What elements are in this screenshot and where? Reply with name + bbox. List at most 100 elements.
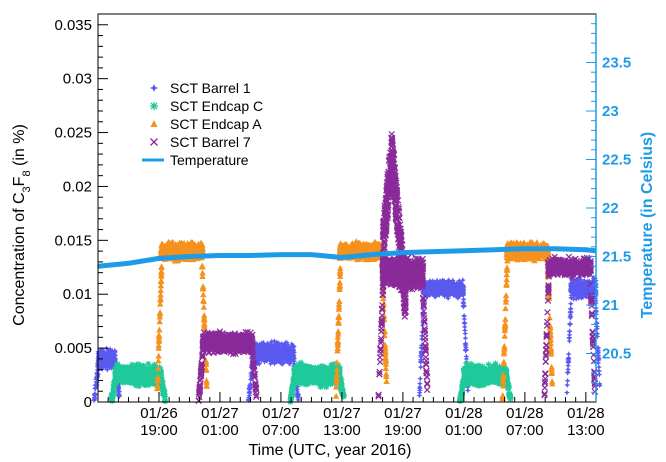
data-point <box>274 347 281 354</box>
data-point <box>567 305 574 312</box>
data-point <box>261 350 268 357</box>
data-point <box>102 360 109 367</box>
data-point <box>134 382 141 389</box>
data-point <box>596 382 603 389</box>
data-point <box>265 353 272 360</box>
data-point <box>456 287 463 294</box>
data-point <box>566 331 573 338</box>
data-point <box>456 281 463 288</box>
data-point <box>446 278 453 285</box>
data-point <box>416 389 423 396</box>
data-point <box>247 376 254 383</box>
data-point <box>104 366 111 373</box>
data-point <box>456 277 463 284</box>
data-point <box>435 287 442 294</box>
data-point <box>595 354 602 361</box>
data-point <box>302 365 309 372</box>
data-point <box>272 341 279 348</box>
data-point <box>93 378 100 385</box>
data-point <box>283 353 290 360</box>
data-point <box>326 379 333 386</box>
data-point <box>269 345 276 352</box>
data-point <box>257 343 264 350</box>
data-point <box>252 352 259 359</box>
data-point <box>270 343 277 350</box>
data-point <box>418 352 425 359</box>
data-point <box>109 392 116 399</box>
data-point <box>120 371 127 378</box>
data-point <box>434 285 441 292</box>
data-point <box>595 359 602 366</box>
data-point <box>506 392 513 399</box>
data-point <box>419 328 426 335</box>
data-point <box>268 351 275 358</box>
data-point <box>286 344 293 351</box>
data-point <box>106 359 113 366</box>
data-point <box>116 392 123 399</box>
data-point <box>444 293 451 300</box>
data-point <box>579 286 586 293</box>
data-point <box>581 277 588 284</box>
data-point <box>449 284 456 291</box>
data-point <box>274 342 281 349</box>
data-point <box>580 280 587 287</box>
data-point <box>254 360 261 367</box>
data-point <box>492 376 499 383</box>
data-point <box>245 397 252 404</box>
data-point <box>288 353 295 360</box>
data-point <box>573 291 580 298</box>
data-point <box>269 353 276 360</box>
data-point <box>457 284 464 291</box>
data-point <box>290 349 297 356</box>
data-point <box>93 382 100 389</box>
data-point <box>476 382 483 389</box>
data-point <box>445 277 452 284</box>
data-point <box>582 279 589 286</box>
data-point <box>451 280 458 287</box>
data-point <box>110 350 117 357</box>
data-point <box>98 361 105 368</box>
data-point <box>337 382 344 389</box>
data-point <box>431 278 438 285</box>
data-point <box>455 290 462 297</box>
data-point <box>102 358 109 365</box>
data-point <box>580 287 587 294</box>
data-point <box>448 281 455 288</box>
data-point <box>289 385 296 392</box>
data-point <box>439 290 446 297</box>
data-point <box>592 288 599 295</box>
data-point <box>575 294 582 301</box>
data-point <box>263 356 270 363</box>
data-point <box>447 291 454 298</box>
data-point <box>568 285 575 292</box>
data-point <box>94 374 101 381</box>
data-point <box>101 352 108 359</box>
data-point <box>416 380 423 387</box>
data-point <box>261 344 268 351</box>
data-point <box>273 344 280 351</box>
data-point <box>96 353 103 360</box>
data-point <box>276 349 283 356</box>
data-point <box>288 341 295 348</box>
series-sct-barrel-1 <box>91 274 603 404</box>
data-point <box>275 353 282 360</box>
data-point <box>565 362 572 369</box>
data-point <box>570 290 577 297</box>
data-point <box>287 347 294 354</box>
data-point <box>575 281 582 288</box>
data-point <box>268 355 275 362</box>
data-point <box>280 344 287 351</box>
data-point <box>566 328 573 335</box>
data-point <box>446 285 453 292</box>
data-point <box>258 346 265 353</box>
data-point <box>252 349 259 356</box>
data-point <box>580 294 587 301</box>
data-point <box>566 338 573 345</box>
data-point <box>565 366 572 373</box>
data-point <box>271 338 278 345</box>
data-point <box>418 342 425 349</box>
data-point <box>282 358 289 365</box>
data-point <box>416 392 423 399</box>
